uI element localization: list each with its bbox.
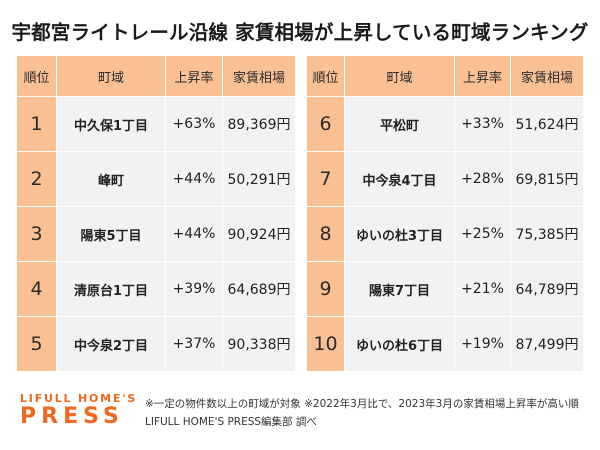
rent-cell: 89,369円: [222, 96, 296, 152]
town-cell: 陽東7丁目: [344, 261, 455, 317]
column-header-rate: 上昇率: [454, 55, 511, 97]
rent-cell: 50,291円: [222, 151, 296, 207]
footnote-source: LIFULL HOME'S PRESS編集部 調べ: [145, 416, 317, 428]
column-header-rank: 順位: [306, 55, 345, 97]
rate-cell: +63%: [165, 96, 223, 152]
rank-cell: 5: [16, 316, 57, 372]
rent-cell: 69,815円: [510, 151, 584, 207]
table-row: 6 平松町 +33% 51,624円: [306, 96, 584, 152]
rate-cell: +44%: [165, 206, 223, 262]
column-header-rent: 家賃相場: [510, 55, 584, 97]
rent-cell: 90,338円: [222, 316, 296, 372]
table-row: 8 ゆいの杜3丁目 +25% 75,385円: [306, 206, 584, 262]
table-header-row: 順位 町域 上昇率 家賃相場: [306, 55, 584, 97]
rank-cell: 2: [16, 151, 57, 207]
ranking-table-right: 順位 町域 上昇率 家賃相場 6 平松町 +33% 51,624円 7 中今泉4…: [306, 55, 584, 372]
table-row: 7 中今泉4丁目 +28% 69,815円: [306, 151, 584, 207]
town-cell: 陽東5丁目: [56, 206, 166, 262]
column-header-town: 町域: [56, 55, 166, 97]
rate-cell: +39%: [165, 261, 223, 317]
table-row: 10 ゆいの杜6丁目 +19% 87,499円: [306, 316, 584, 372]
town-cell: 清原台1丁目: [56, 261, 166, 317]
rent-cell: 90,924円: [222, 206, 296, 262]
rate-cell: +25%: [454, 206, 511, 262]
town-cell: 峰町: [56, 151, 166, 207]
logo-line-1: LIFULL HOME'S: [20, 392, 138, 405]
table-row: 2 峰町 +44% 50,291円: [16, 151, 296, 207]
rank-cell: 8: [306, 206, 345, 262]
town-cell: 中今泉4丁目: [344, 151, 455, 207]
rent-cell: 64,689円: [222, 261, 296, 317]
column-header-town: 町域: [344, 55, 455, 97]
column-header-rate: 上昇率: [165, 55, 223, 97]
rate-cell: +33%: [454, 96, 511, 152]
column-header-rank: 順位: [16, 55, 57, 97]
table-row: 5 中今泉2丁目 +37% 90,338円: [16, 316, 296, 372]
rate-cell: +21%: [454, 261, 511, 317]
lifull-homes-press-logo: LIFULL HOME'S PRESS: [20, 393, 137, 428]
town-cell: ゆいの杜6丁目: [344, 316, 455, 372]
rent-cell: 51,624円: [510, 96, 584, 152]
rank-cell: 1: [16, 96, 57, 152]
logo-line-2: PRESS: [20, 404, 124, 429]
rank-cell: 10: [306, 316, 345, 372]
ranking-table-left: 順位 町域 上昇率 家賃相場 1 中久保1丁目 +63% 89,369円 2 峰…: [16, 55, 296, 372]
rate-cell: +19%: [454, 316, 511, 372]
rate-cell: +37%: [165, 316, 223, 372]
rent-cell: 87,499円: [510, 316, 584, 372]
town-cell: 中久保1丁目: [56, 96, 166, 152]
page-title: 宇都宮ライトレール沿線 家賃相場が上昇している町域ランキング: [11, 21, 589, 44]
town-cell: 平松町: [344, 96, 455, 152]
rank-cell: 6: [306, 96, 345, 152]
rate-cell: +44%: [165, 151, 223, 207]
town-cell: 中今泉2丁目: [56, 316, 166, 372]
table-row: 3 陽東5丁目 +44% 90,924円: [16, 206, 296, 262]
rank-cell: 9: [306, 261, 345, 317]
table-row: 4 清原台1丁目 +39% 64,689円: [16, 261, 296, 317]
rank-cell: 3: [16, 206, 57, 262]
rate-cell: +28%: [454, 151, 511, 207]
rent-cell: 75,385円: [510, 206, 584, 262]
footnote-criteria: ※一定の物件数以上の町域が対象 ※2022年3月比で、2023年3月の家賃相場上…: [145, 398, 579, 410]
rent-cell: 64,789円: [510, 261, 584, 317]
table-row: 9 陽東7丁目 +21% 64,789円: [306, 261, 584, 317]
table-header-row: 順位 町域 上昇率 家賃相場: [16, 55, 296, 97]
town-cell: ゆいの杜3丁目: [344, 206, 455, 262]
table-row: 1 中久保1丁目 +63% 89,369円: [16, 96, 296, 152]
rank-cell: 7: [306, 151, 345, 207]
rank-cell: 4: [16, 261, 57, 317]
column-header-rent: 家賃相場: [222, 55, 296, 97]
